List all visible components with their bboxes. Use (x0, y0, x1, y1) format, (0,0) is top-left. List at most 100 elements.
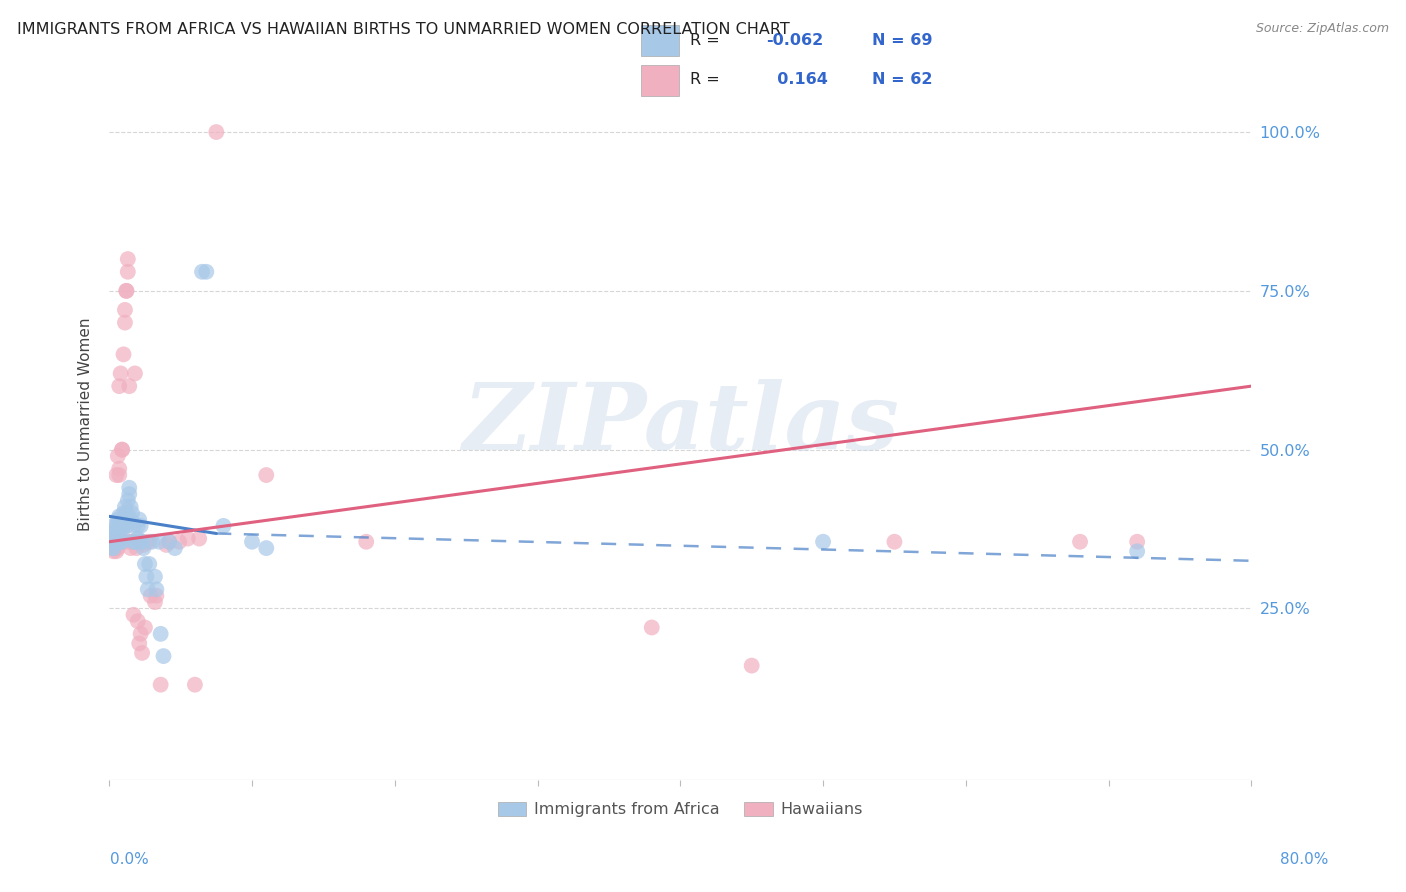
Point (131, 646, 153, 660)
Point (112, 506, 135, 520)
Point (118, 481, 141, 495)
Point (124, 534, 146, 549)
Point (1069, 534, 1091, 549)
Point (195, 265, 218, 279)
Point (114, 512, 136, 526)
Point (167, 534, 190, 549)
Point (149, 627, 172, 641)
Point (111, 534, 134, 549)
Point (163, 541, 186, 555)
Text: 80.0%: 80.0% (1281, 852, 1329, 867)
Point (138, 557, 160, 571)
Text: 0.164: 0.164 (766, 72, 828, 87)
Point (111, 442, 134, 457)
Text: -0.062: -0.062 (766, 33, 824, 48)
Point (112, 347, 135, 361)
Point (114, 316, 136, 330)
Text: IMMIGRANTS FROM AFRICA VS HAWAIIAN BIRTHS TO UNMARRIED WOMEN CORRELATION CHART: IMMIGRANTS FROM AFRICA VS HAWAIIAN BIRTH… (17, 22, 790, 37)
Point (212, 519, 235, 533)
Point (129, 627, 152, 641)
Point (110, 522, 132, 536)
Point (120, 541, 142, 555)
Legend: Immigrants from Africa, Hawaiians: Immigrants from Africa, Hawaiians (489, 794, 870, 825)
Point (115, 506, 138, 520)
Point (131, 534, 153, 549)
Point (107, 525, 129, 540)
Point (128, 636, 150, 650)
Point (240, 534, 263, 549)
Point (108, 534, 131, 549)
Point (111, 519, 134, 533)
Point (120, 512, 142, 526)
Point (112, 519, 135, 533)
Point (103, 534, 125, 549)
Point (115, 519, 138, 533)
Text: N = 69: N = 69 (872, 33, 934, 48)
Point (122, 534, 145, 549)
Point (105, 468, 128, 483)
Point (104, 538, 127, 552)
Point (117, 493, 139, 508)
Point (117, 252, 139, 266)
Point (115, 284, 138, 298)
Point (136, 582, 159, 597)
Point (111, 534, 134, 549)
Point (110, 532, 132, 546)
Point (129, 519, 152, 533)
Point (122, 607, 145, 622)
Point (107, 512, 129, 526)
Point (741, 658, 763, 673)
Point (101, 534, 124, 549)
Point (125, 534, 148, 549)
Point (135, 570, 157, 584)
Point (107, 534, 129, 549)
Point (118, 534, 141, 549)
Point (121, 534, 143, 549)
Point (103, 532, 125, 546)
Text: N = 62: N = 62 (872, 72, 934, 87)
Point (103, 534, 125, 549)
Point (104, 541, 127, 555)
Point (112, 534, 135, 549)
Y-axis label: Births to Unmarried Women: Births to Unmarried Women (79, 318, 93, 531)
Point (107, 541, 129, 555)
Point (141, 534, 163, 549)
Text: 0.0%: 0.0% (110, 852, 149, 867)
Point (177, 532, 200, 546)
Point (101, 525, 124, 540)
Point (145, 582, 167, 597)
Point (104, 534, 127, 549)
Point (124, 367, 146, 381)
Point (143, 570, 166, 584)
Point (138, 534, 160, 549)
Point (121, 506, 143, 520)
Point (139, 589, 162, 603)
Point (205, 125, 228, 139)
Point (104, 534, 127, 549)
Point (148, 534, 170, 549)
Point (105, 519, 128, 533)
Point (104, 525, 127, 540)
Point (191, 265, 214, 279)
Point (127, 534, 149, 549)
Point (101, 541, 124, 555)
Point (120, 500, 142, 514)
Point (135, 534, 157, 549)
Point (128, 512, 150, 526)
Point (111, 525, 134, 540)
Point (108, 461, 131, 475)
Point (101, 541, 124, 555)
Point (105, 534, 128, 549)
Point (108, 519, 131, 533)
Point (103, 541, 125, 555)
Point (103, 544, 125, 558)
Point (110, 534, 132, 549)
Point (114, 302, 136, 317)
Point (108, 525, 131, 540)
Point (108, 468, 131, 483)
Point (149, 678, 172, 692)
Point (122, 519, 145, 533)
Point (121, 534, 143, 549)
Point (157, 534, 180, 549)
Point (1126, 534, 1149, 549)
